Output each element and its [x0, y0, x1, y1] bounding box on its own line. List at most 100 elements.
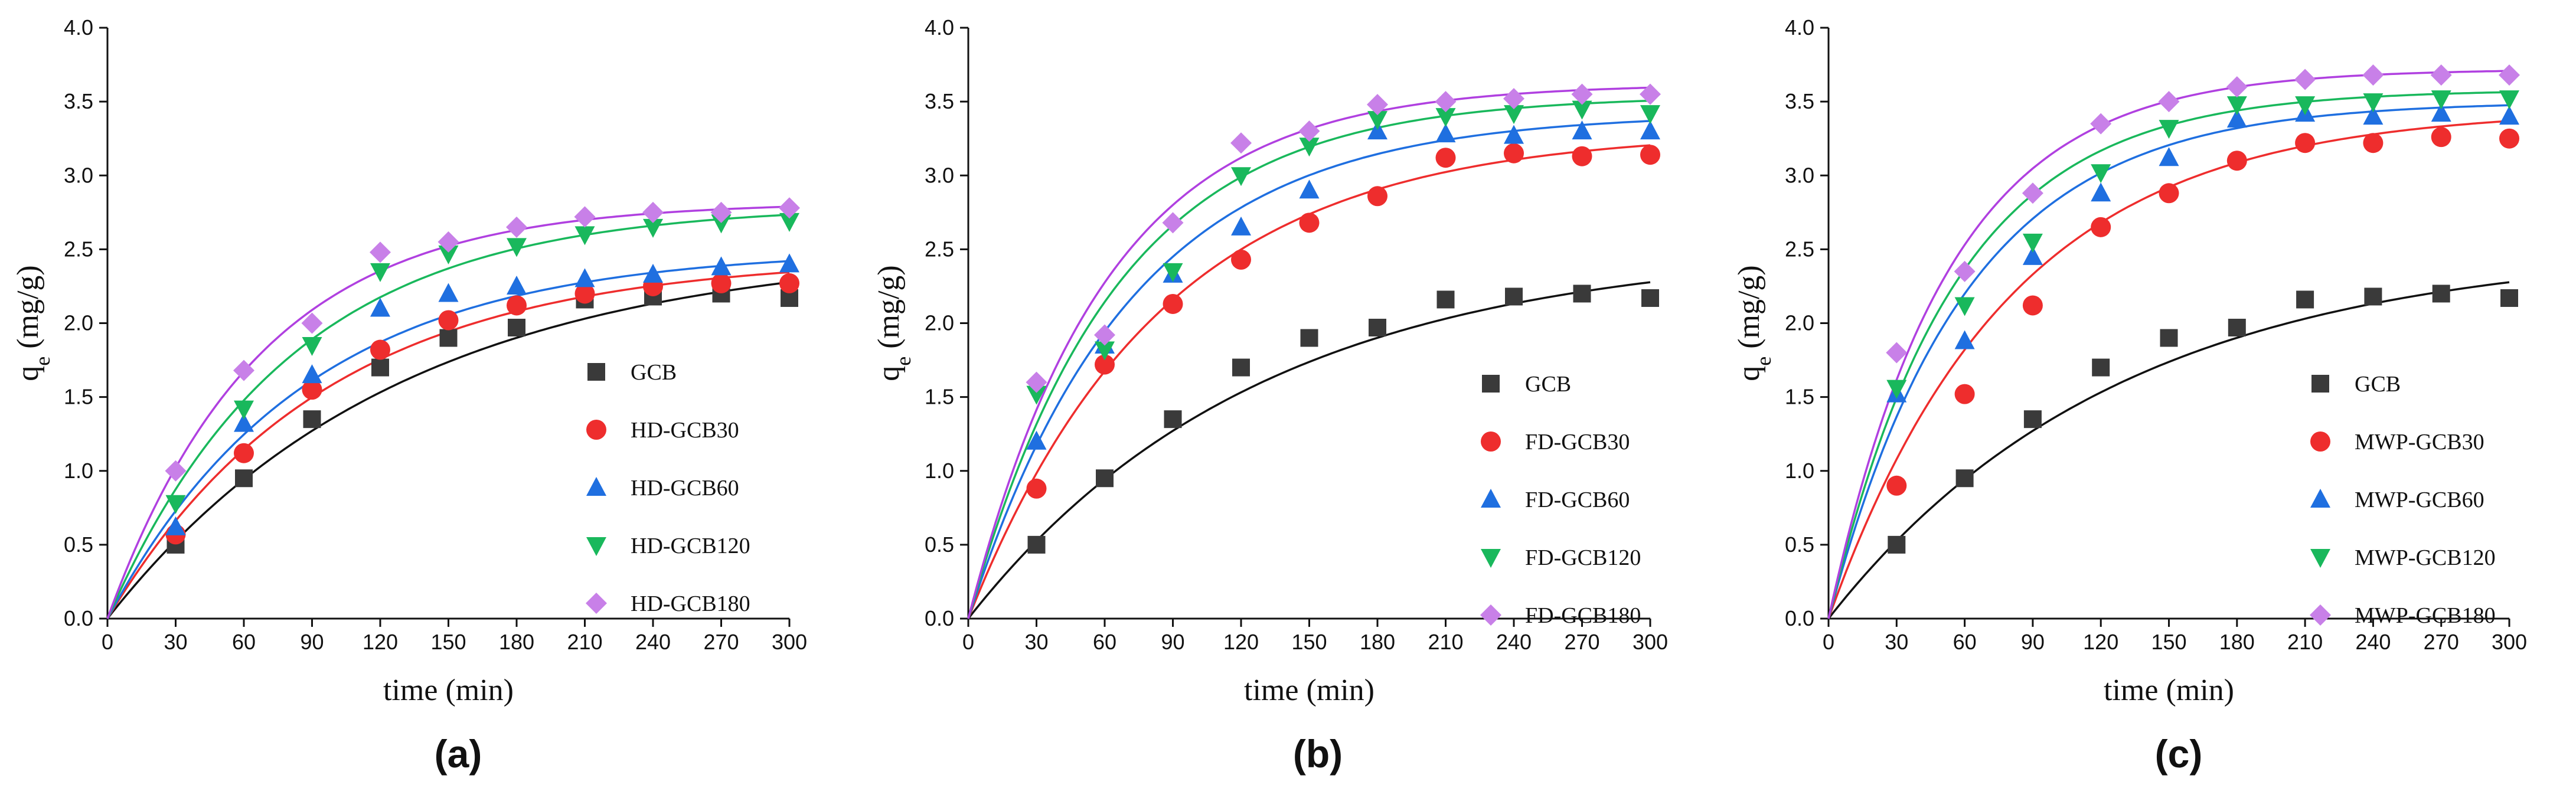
legend-marker [586, 420, 606, 440]
data-point [643, 218, 663, 238]
y-axis-title: qe (mg/g) [1732, 265, 1775, 381]
x-tick-label: 210 [1428, 630, 1463, 654]
y-tick-label: 3.5 [1785, 89, 1814, 113]
data-point [1026, 430, 1047, 450]
data-point [2226, 151, 2247, 171]
y-tick-label: 0.0 [925, 606, 954, 630]
data-point [235, 469, 253, 488]
data-point [1504, 125, 1524, 144]
legend-marker [2311, 375, 2329, 393]
data-point [779, 253, 799, 273]
x-axis-title: time (min) [1244, 673, 1374, 707]
fit-curve-fd-gcb180 [967, 86, 1651, 619]
y-tick-label: 4.0 [64, 15, 93, 40]
data-point [302, 337, 322, 357]
data-point [2090, 113, 2112, 135]
data-point [1886, 475, 1907, 496]
data-point [371, 358, 389, 377]
y-tick-label: 0.0 [64, 606, 93, 630]
legend-marker [587, 363, 605, 381]
data-point [2022, 233, 2043, 253]
data-point [1096, 469, 1114, 488]
data-point [2364, 287, 2382, 306]
data-point [1299, 138, 1320, 157]
x-axis-title: time (min) [2104, 673, 2234, 707]
chart-panel-b: 0 30 60 90 120 150 180 210 240 270 300 0.0 0.5 1.0 1.5… [872, 15, 1668, 776]
x-tick-label: 120 [363, 630, 398, 654]
data-point [1163, 263, 1183, 282]
data-point [438, 245, 459, 264]
data-point [1367, 120, 1387, 140]
data-point [779, 273, 799, 293]
x-tick-label: 0 [962, 630, 974, 654]
fit-curve-mwp-gcb60 [1827, 104, 2510, 619]
y-tick-label: 4.0 [925, 15, 954, 40]
data-point [2499, 90, 2519, 110]
data-point [643, 263, 663, 283]
data-point [2430, 64, 2452, 86]
legend-marker [1481, 549, 1501, 568]
data-point [2092, 358, 2110, 377]
data-point [1504, 143, 1524, 164]
data-point [303, 410, 321, 429]
x-tick-label: 180 [2219, 630, 2255, 654]
data-point [1888, 535, 1906, 554]
data-point [1299, 179, 1320, 199]
legend-label: MWP-GCB180 [2355, 603, 2496, 628]
y-axis-title: qe (mg/g) [872, 265, 915, 381]
chart-panel-a: 0 30 60 90 120 150 180 210 240 270 300 0.0 0.5 1.0 1.5… [11, 15, 807, 776]
data-point [1232, 358, 1250, 377]
data-point [2295, 133, 2316, 153]
legend-label: MWP-GCB60 [2355, 488, 2484, 512]
data-point [1572, 120, 1592, 140]
data-point [1436, 290, 1455, 309]
x-tick-label: 150 [430, 630, 466, 654]
x-tick-label: 270 [1564, 630, 1599, 654]
data-point [1027, 535, 1046, 554]
data-point [302, 364, 322, 384]
y-tick-label: 2.0 [1785, 311, 1814, 335]
data-point [1026, 385, 1047, 405]
data-point [438, 231, 459, 253]
legend-label: HD-GCB30 [631, 418, 739, 443]
data-point [574, 283, 595, 304]
x-tick-label: 90 [2021, 630, 2045, 654]
data-point [1369, 319, 1386, 337]
legend-label: FD-GCB120 [1525, 545, 1641, 570]
x-tick-label: 60 [232, 630, 256, 654]
data-point [2022, 295, 2043, 316]
y-tick-label: 2.0 [64, 311, 93, 335]
y-tick-label: 1.0 [925, 459, 954, 483]
data-point [2500, 289, 2518, 307]
data-point [370, 297, 390, 317]
y-axis-title: qe (mg/g) [11, 265, 54, 381]
data-point [370, 339, 390, 360]
data-point [1573, 285, 1591, 303]
x-tick-label: 300 [2492, 630, 2527, 654]
data-point [2296, 290, 2314, 309]
data-point [1163, 293, 1183, 314]
data-point [1026, 478, 1047, 499]
legend-marker [1481, 431, 1501, 452]
data-point [233, 359, 254, 381]
legend-marker [2310, 489, 2330, 508]
data-point [1641, 289, 1659, 307]
x-tick-label: 150 [2151, 630, 2186, 654]
data-point [507, 275, 527, 295]
data-point [1367, 111, 1387, 130]
x-tick-label: 270 [2424, 630, 2459, 654]
y-tick-label: 2.5 [64, 237, 93, 261]
x-tick-label: 300 [772, 630, 807, 654]
data-point [507, 295, 527, 316]
data-point [711, 256, 732, 276]
data-point [1094, 324, 1115, 346]
y-axis-title-sub: e [892, 357, 915, 366]
data-point [1298, 120, 1320, 142]
y-tick-label: 3.0 [64, 163, 93, 187]
fit-curve-gcb [1827, 281, 2510, 620]
y-axis-title-unit: (mg/g) [11, 265, 45, 357]
data-point [507, 238, 527, 257]
y-axis-title-unit: (mg/g) [872, 265, 906, 357]
data-point [1954, 330, 1975, 349]
y-axis-title-main: q [1732, 366, 1766, 381]
